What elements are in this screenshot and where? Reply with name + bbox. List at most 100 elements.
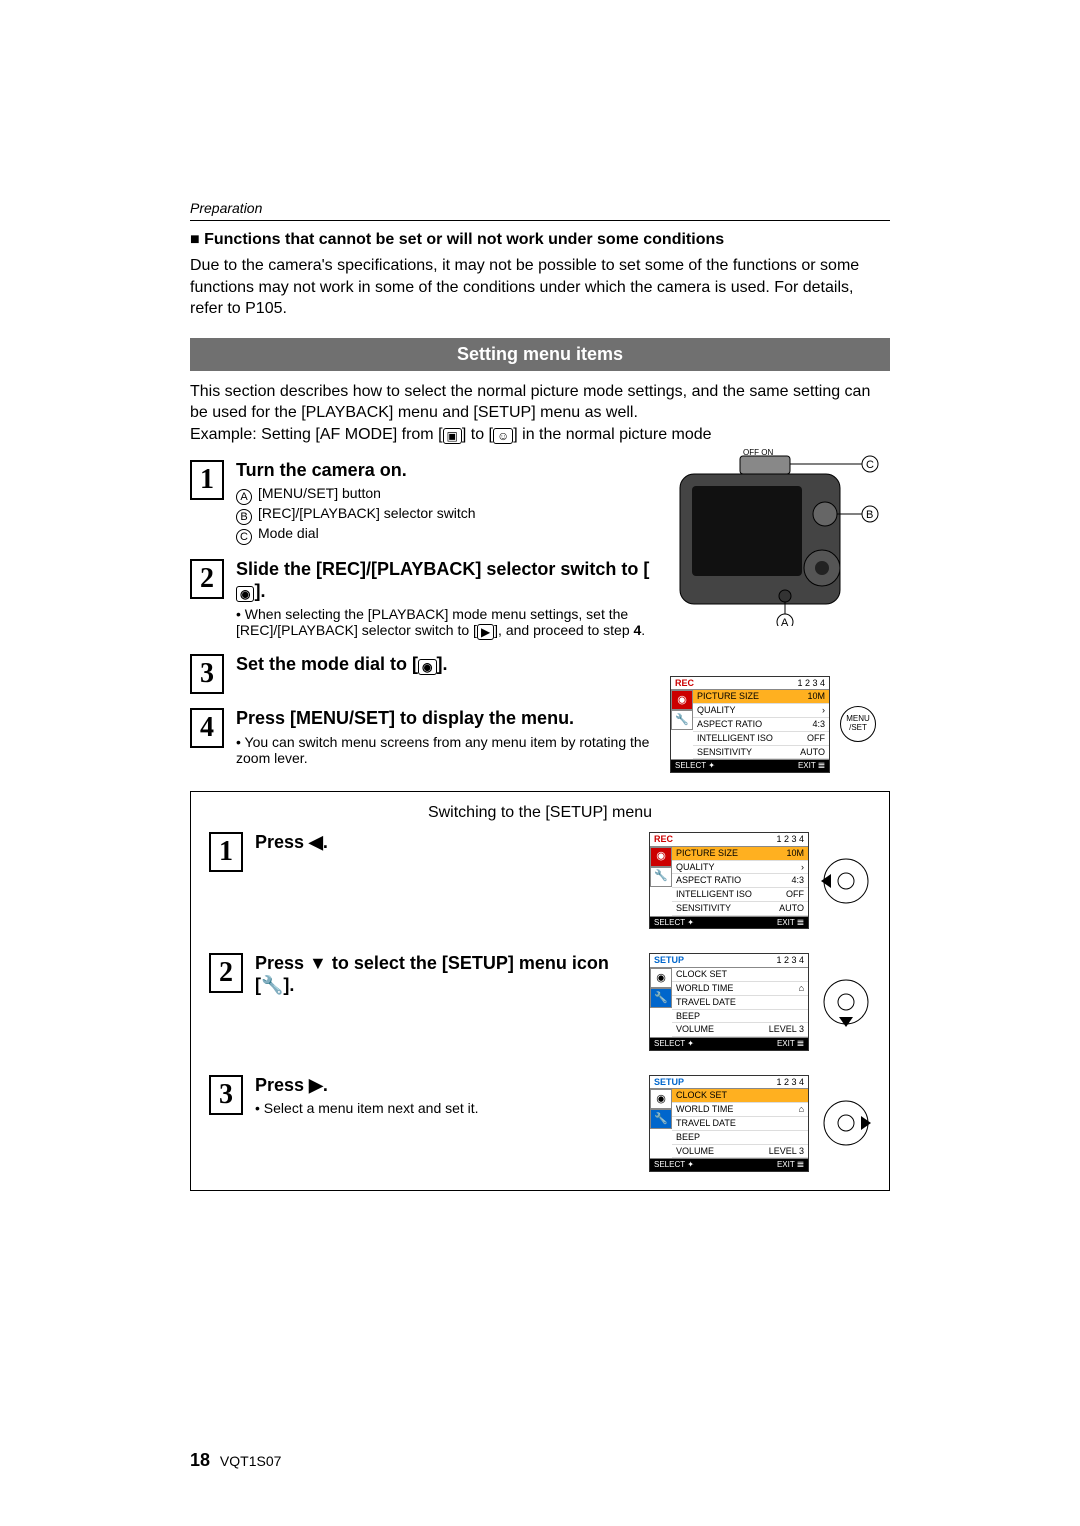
doc-code: VQT1S07	[220, 1453, 281, 1469]
setup-step-2-post: ].	[283, 975, 294, 995]
step-number: 4	[190, 708, 224, 748]
svg-text:C: C	[866, 459, 874, 471]
menu-item: QUALITY›	[672, 861, 808, 875]
step-number: 3	[190, 654, 224, 694]
rec-footer-select: SELECT ✦	[675, 761, 715, 771]
camera-diagram: C B A OFF ON	[670, 446, 890, 626]
label-c-icon: C	[236, 529, 252, 545]
step-number: 2	[209, 953, 243, 993]
svg-text:A: A	[781, 617, 789, 626]
rec-menu-body: ◉ 🔧 PICTURE SIZE10MQUALITY›ASPECT RATIO4…	[671, 690, 829, 759]
rec-tab-icon: ◉	[650, 847, 672, 867]
step-3: 3 Set the mode dial to [◉].	[190, 654, 650, 694]
dpad-right-icon	[821, 1098, 871, 1148]
setup-switching-box: Switching to the [SETUP] menu 1 Press ◀.…	[190, 791, 890, 1191]
note-heading: Functions that cannot be set or will not…	[190, 231, 890, 249]
rec-tab-icon: ◉	[650, 1089, 672, 1109]
menu-item: CLOCK SET	[672, 968, 808, 982]
bullet-icon	[255, 1100, 264, 1116]
setup-menu-screen-1: SETUP1 2 3 4 ◉🔧 CLOCK SETWORLD TIME⌂TRAV…	[649, 953, 809, 1050]
menu-item: TRAVEL DATE	[672, 1117, 808, 1131]
menu-item: ASPECT RATIO4:3	[693, 718, 829, 732]
wrench-icon: 🔧	[261, 975, 283, 995]
rec-menu-title: REC	[675, 678, 694, 689]
rec-menu-and-button: REC 1 2 3 4 ◉ 🔧 PICTURE SIZE10MQUALITY›A…	[670, 676, 890, 773]
footer-exit: EXIT 𝌆	[777, 1160, 804, 1170]
setup-box-title: Switching to the [SETUP] menu	[209, 804, 871, 822]
diagram-column: C B A OFF ON REC 1 2 3 4 ◉	[670, 446, 890, 773]
menu-item: WORLD TIME⌂	[672, 1103, 808, 1117]
section-bar: Setting menu items	[190, 338, 890, 371]
page-number: 18	[190, 1450, 210, 1470]
step-number: 1	[209, 832, 243, 872]
menu-item: SENSITIVITYAUTO	[672, 902, 808, 916]
step-2-title-pre: Slide the [REC]/[PLAYBACK] selector swit…	[236, 559, 649, 579]
menu-item: CLOCK SET	[672, 1089, 808, 1103]
step-2-title: Slide the [REC]/[PLAYBACK] selector swit…	[236, 559, 650, 602]
menu-title: REC	[654, 834, 673, 845]
rec-menu-pages: 1 2 3 4	[797, 678, 825, 689]
rec-tab-icon: ◉	[671, 690, 693, 710]
menu-item: INTELLIGENT ISOOFF	[672, 888, 808, 902]
intro-p2-post: ] in the normal picture mode	[513, 426, 711, 443]
step-number: 1	[190, 460, 224, 500]
menu-item: VOLUMELEVEL 3	[672, 1023, 808, 1037]
menu-item: ASPECT RATIO4:3	[672, 874, 808, 888]
step-1-items: A [MENU/SET] button B [REC]/[PLAYBACK] sel…	[236, 485, 476, 545]
step-2-title-post: ].	[254, 581, 265, 601]
step-3-title-pre: Set the mode dial to [	[236, 654, 418, 674]
footer-exit: EXIT 𝌆	[777, 918, 804, 928]
step-4: 4 Press [MENU/SET] to display the menu. …	[190, 708, 650, 766]
steps-column: 1 Turn the camera on. A [MENU/SET] button…	[190, 446, 650, 773]
setup-step-3-title: Press ▶.	[255, 1075, 649, 1097]
step-number: 3	[209, 1075, 243, 1115]
menu-item: BEEP	[672, 1131, 808, 1145]
camera-icon: ◉	[236, 586, 254, 602]
af-single-icon: ▣	[443, 428, 462, 444]
setup-step-1: 1 Press ◀. REC1 2 3 4 ◉🔧 PICTURE SIZE10M…	[209, 832, 871, 929]
setup-tab-icon: 🔧	[650, 867, 672, 887]
setup-step-2-title: Press ▼ to select the [SETUP] menu icon …	[255, 953, 649, 996]
menu-item: TRAVEL DATE	[672, 996, 808, 1010]
menu-item: BEEP	[672, 1010, 808, 1024]
rec-footer-exit: EXIT 𝌆	[798, 761, 825, 771]
menu-pages: 1 2 3 4	[776, 955, 804, 966]
step-1-title: Turn the camera on.	[236, 460, 476, 482]
setup-step-2: 2 Press ▼ to select the [SETUP] menu ico…	[209, 953, 871, 1050]
steps-and-diagram: 1 Turn the camera on. A [MENU/SET] button…	[190, 446, 890, 773]
step-2-note-post: .	[641, 622, 645, 638]
step-2: 2 Slide the [REC]/[PLAYBACK] selector sw…	[190, 559, 650, 640]
menu-item: PICTURE SIZE10M	[693, 690, 829, 704]
menu-title: SETUP	[654, 955, 684, 966]
af-face-icon: ☺	[493, 428, 513, 444]
intro-p2-pre: Example: Setting [AF MODE] from [	[190, 426, 443, 443]
step-3-title: Set the mode dial to [◉].	[236, 654, 448, 676]
menu-item: INTELLIGENT ISOOFF	[693, 732, 829, 746]
menu-title: SETUP	[654, 1077, 684, 1088]
label-a-icon: A	[236, 489, 252, 505]
step-2-note: When selecting the [PLAYBACK] mode menu …	[236, 606, 650, 640]
setup-step-3-note: Select a menu item next and set it.	[255, 1100, 649, 1116]
svg-text:OFF ON: OFF ON	[743, 448, 773, 457]
item-b: [REC]/[PLAYBACK] selector switch	[258, 505, 476, 521]
setup-step-1-title: Press ◀.	[255, 832, 649, 854]
section-header: Preparation	[190, 200, 890, 221]
rec-tab-icon: ◉	[650, 968, 672, 988]
item-a: [MENU/SET] button	[258, 485, 381, 501]
step-4-title: Press [MENU/SET] to display the menu.	[236, 708, 650, 730]
camera-svg: C B A OFF ON	[670, 446, 890, 626]
playback-icon: ▶	[477, 624, 494, 640]
rec-menu-screen-2: REC1 2 3 4 ◉🔧 PICTURE SIZE10MQUALITY›ASP…	[649, 832, 809, 929]
label-b-icon: B	[236, 509, 252, 525]
dpad-left-icon	[821, 856, 871, 906]
menu-item: SENSITIVITYAUTO	[693, 746, 829, 760]
page-footer: 18 VQT1S07	[190, 1450, 281, 1471]
camera-icon: ◉	[418, 659, 436, 675]
menu-pages: 1 2 3 4	[776, 1077, 804, 1088]
setup-tab-icon: 🔧	[650, 988, 672, 1008]
bullet-icon	[236, 734, 245, 750]
menu-item: VOLUMELEVEL 3	[672, 1145, 808, 1159]
item-c: Mode dial	[258, 525, 319, 541]
setup-menu-screen-2: SETUP1 2 3 4 ◉🔧 CLOCK SETWORLD TIME⌂TRAV…	[649, 1075, 809, 1172]
intro-p2: Example: Setting [AF MODE] from [▣] to […	[190, 424, 890, 446]
